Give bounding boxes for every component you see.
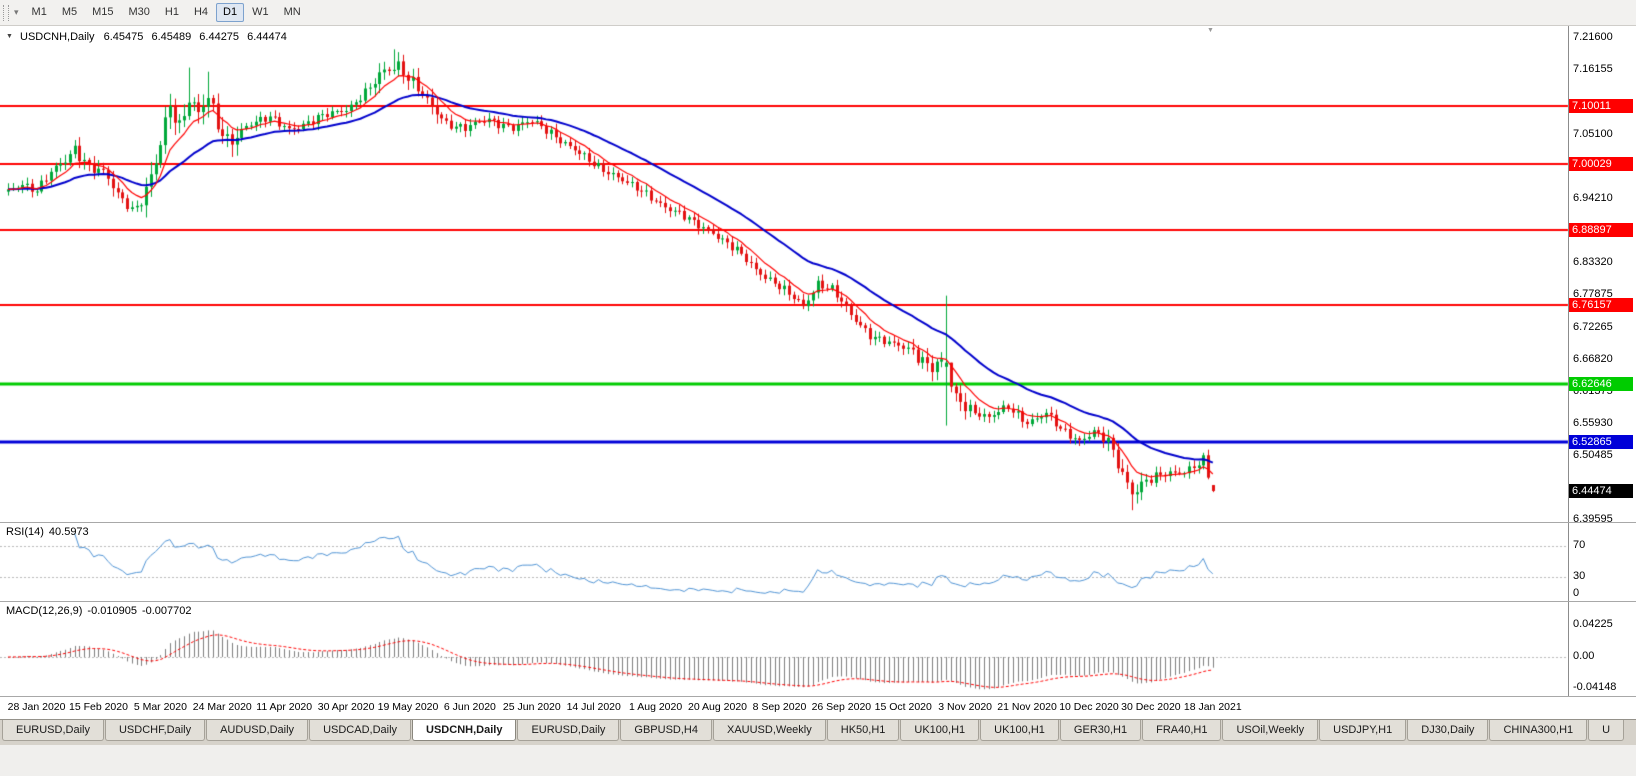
panel-divider-main-rsi[interactable] bbox=[0, 522, 1636, 523]
timeframe-button-m15[interactable]: M15 bbox=[92, 6, 114, 18]
timeframe-button-m30[interactable]: M30 bbox=[128, 6, 150, 18]
toolbar-grip-icon[interactable] bbox=[3, 4, 9, 21]
timeframe-button-h1[interactable]: H1 bbox=[164, 6, 179, 18]
price-axis-tick-label: 7.21600 bbox=[1573, 30, 1613, 43]
chart-tab-eurusd-daily[interactable]: EURUSD,Daily bbox=[2, 720, 104, 741]
date-axis-label: 15 Feb 2020 bbox=[68, 701, 128, 713]
date-axis-label: 11 Apr 2020 bbox=[256, 701, 313, 713]
chart-tab-usoil-weekly[interactable]: USOil,Weekly bbox=[1222, 720, 1319, 741]
chart-tab-ger30-h1[interactable]: GER30,H1 bbox=[1059, 720, 1142, 741]
chart-tab-uk100-h1[interactable]: UK100,H1 bbox=[980, 720, 1059, 741]
chart-tab-china300-h1[interactable]: CHINA300,H1 bbox=[1489, 720, 1588, 741]
current-price-badge: 6.44474 bbox=[1569, 483, 1633, 498]
rsi-axis-tick-label: 30 bbox=[1573, 569, 1586, 582]
timeframe-button-mn[interactable]: MN bbox=[283, 6, 301, 18]
rsi-value: 40.5973 bbox=[48, 526, 89, 538]
date-axis-label: 25 Jun 2020 bbox=[502, 701, 561, 713]
chart-tab-eurusd-daily[interactable]: EURUSD,Daily bbox=[517, 720, 620, 741]
price-axis-tick-label: 6.55930 bbox=[1573, 416, 1613, 429]
panel-divider-rsi-macd[interactable] bbox=[0, 601, 1636, 602]
date-axis-label: 28 Jan 2020 bbox=[7, 701, 66, 713]
chart-tab-usdcad-daily[interactable]: USDCAD,Daily bbox=[309, 720, 412, 741]
price-axis-tick-label: 7.05100 bbox=[1573, 127, 1613, 140]
date-axis-label: 20 Aug 2020 bbox=[688, 701, 748, 713]
price-level-badge[interactable]: 7.10011 bbox=[1569, 98, 1633, 113]
price-level-badge[interactable]: 7.00029 bbox=[1569, 157, 1633, 172]
timeframe-button-d1[interactable]: D1 bbox=[216, 3, 245, 22]
panel-divider-macd-dates bbox=[0, 696, 1636, 697]
date-axis-label: 5 Mar 2020 bbox=[133, 701, 187, 713]
date-axis-label: 1 Aug 2020 bbox=[629, 701, 683, 713]
price-axis-tick-label: 6.72265 bbox=[1573, 320, 1613, 333]
macd-name: MACD(12,26,9) bbox=[6, 605, 83, 617]
toolbar-overflow-chevron-icon[interactable]: ▾ bbox=[14, 7, 19, 17]
timeframe-button-m1[interactable]: M1 bbox=[31, 6, 47, 18]
chart-tab-dj30-daily[interactable]: DJ30,Daily bbox=[1407, 720, 1489, 741]
chart-tab-hk50-h1[interactable]: HK50,H1 bbox=[826, 720, 900, 741]
date-axis-label: 19 May 2020 bbox=[377, 701, 439, 713]
date-axis-label: 10 Dec 2020 bbox=[1059, 701, 1119, 713]
chart-tab-uk100-h1[interactable]: UK100,H1 bbox=[900, 720, 980, 741]
price-level-badge[interactable]: 6.62646 bbox=[1569, 377, 1633, 392]
price-level-badge[interactable]: 6.88897 bbox=[1569, 222, 1633, 237]
rsi-indicator-label: RSI(14) 40.5973 bbox=[6, 526, 94, 538]
rsi-axis-tick-label: 70 bbox=[1573, 539, 1586, 552]
ohlc-close-value: 6.44474 bbox=[247, 31, 287, 43]
timeframe-buttons: M1 M5 M15 M30 H1 H4 D1 W1 MN bbox=[25, 3, 308, 22]
date-axis-label: 30 Dec 2020 bbox=[1121, 701, 1181, 713]
timeframe-button-w1[interactable]: W1 bbox=[252, 6, 269, 18]
chart-tab-gbpusd-h4[interactable]: GBPUSD,H4 bbox=[620, 720, 712, 741]
timeframe-button-h4[interactable]: H4 bbox=[193, 6, 209, 18]
price-axis-tick-label: 6.77875 bbox=[1573, 287, 1613, 300]
macd-signal-value: -0.007702 bbox=[141, 605, 192, 617]
price-axis-tick-label: 6.94210 bbox=[1573, 191, 1613, 204]
date-axis-label: 18 Jan 2021 bbox=[1183, 701, 1242, 713]
macd-indicator-label: MACD(12,26,9) -0.010905 -0.007702 bbox=[6, 605, 197, 617]
chart-symbol-label: USDCNH,Daily bbox=[20, 31, 95, 43]
chart-tabs-row: EURUSD,Daily USDCHF,Daily AUDUSD,Daily USDC… bbox=[0, 720, 1636, 745]
price-axis-tick-label: 6.50485 bbox=[1573, 448, 1613, 461]
date-axis-label: 3 Nov 2020 bbox=[938, 701, 993, 713]
chart-tab-xauusd-weekly[interactable]: XAUUSD,Weekly bbox=[712, 720, 826, 741]
date-axis-label: 14 Jul 2020 bbox=[566, 701, 621, 713]
one-click-trading-icon[interactable]: ▼ bbox=[6, 33, 13, 40]
macd-axis-tick-label: 0.04225 bbox=[1573, 618, 1613, 631]
chart-ohlc-header: ▼ USDCNH,Daily 6.45475 6.45489 6.44275 6… bbox=[6, 31, 292, 43]
macd-axis-tick-label: 0.00 bbox=[1573, 650, 1595, 662]
timeframe-toolbar: ▾ M1 M5 M15 M30 H1 H4 D1 W1 MN bbox=[0, 0, 1636, 26]
ohlc-low-value: 6.44275 bbox=[199, 31, 240, 43]
price-axis-tick-label: 7.16155 bbox=[1573, 62, 1613, 75]
rsi-axis-tick-label: 0 bbox=[1573, 587, 1580, 599]
date-axis-label: 8 Sep 2020 bbox=[752, 701, 807, 713]
date-axis-label: 30 Apr 2020 bbox=[317, 701, 375, 713]
chart-tab-audusd-daily[interactable]: AUDUSD,Daily bbox=[206, 720, 309, 741]
date-axis-label: 21 Nov 2020 bbox=[997, 701, 1057, 713]
date-axis-label: 15 Oct 2020 bbox=[874, 701, 932, 713]
chart-tab-u[interactable]: U bbox=[1588, 720, 1625, 741]
chart-shift-marker-icon[interactable]: ▼ bbox=[1207, 27, 1214, 34]
price-axis-tick-label: 6.66820 bbox=[1573, 352, 1613, 365]
macd-main-value: -0.010905 bbox=[87, 605, 137, 617]
price-axis-tick-label: 6.83320 bbox=[1573, 255, 1613, 268]
chart-tab-fra40-h1[interactable]: FRA40,H1 bbox=[1142, 720, 1222, 741]
chart-tab-usdcnh-daily[interactable]: USDCNH,Daily bbox=[412, 720, 517, 741]
date-axis-label: 6 Jun 2020 bbox=[443, 701, 496, 713]
chart-tab-usdchf-daily[interactable]: USDCHF,Daily bbox=[104, 720, 206, 741]
price-level-badge[interactable]: 6.76157 bbox=[1569, 297, 1633, 312]
chart-tab-bar: EURUSD,Daily USDCHF,Daily AUDUSD,Daily USDC… bbox=[0, 719, 1636, 745]
ohlc-open-value: 6.45475 bbox=[103, 31, 144, 43]
chart-tab-usdjpy-h1[interactable]: USDJPY,H1 bbox=[1319, 720, 1407, 741]
price-level-badge[interactable]: 6.52865 bbox=[1569, 434, 1633, 449]
date-axis-label: 24 Mar 2020 bbox=[192, 701, 252, 713]
date-axis-label: 26 Sep 2020 bbox=[811, 701, 872, 713]
window-bottom-strip bbox=[0, 745, 1636, 776]
ohlc-high-value: 6.45489 bbox=[151, 31, 192, 43]
macd-axis-tick-label: -0.04148 bbox=[1573, 681, 1617, 694]
price-axis-separator bbox=[1568, 26, 1569, 697]
timeframe-button-m5[interactable]: M5 bbox=[61, 6, 78, 18]
rsi-name: RSI(14) bbox=[6, 526, 44, 538]
price-axis-tick-label: 6.39595 bbox=[1573, 512, 1613, 525]
